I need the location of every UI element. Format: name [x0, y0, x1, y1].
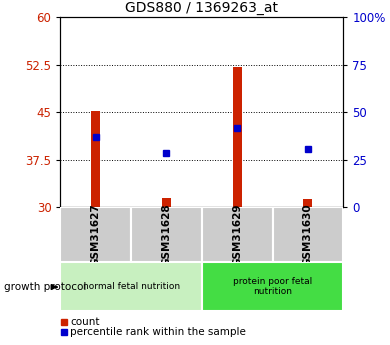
Bar [232, 67, 242, 207]
Text: growth protocol: growth protocol [4, 282, 86, 292]
Text: normal fetal nutrition: normal fetal nutrition [83, 282, 180, 291]
Text: count: count [70, 317, 100, 327]
Text: GSM31627: GSM31627 [91, 203, 101, 266]
Bar [273, 207, 343, 262]
Text: GSM31629: GSM31629 [232, 203, 242, 266]
Bar [162, 197, 171, 207]
Bar [91, 111, 100, 207]
Text: protein poor fetal
nutrition: protein poor fetal nutrition [233, 277, 312, 296]
Bar [303, 199, 312, 207]
Text: percentile rank within the sample: percentile rank within the sample [70, 327, 246, 337]
Text: GSM31630: GSM31630 [303, 203, 313, 266]
Bar [202, 262, 343, 310]
Bar [131, 207, 202, 262]
Bar [60, 262, 202, 310]
Bar [60, 207, 131, 262]
Bar [202, 207, 273, 262]
Title: GDS880 / 1369263_at: GDS880 / 1369263_at [125, 1, 278, 15]
Text: GSM31628: GSM31628 [161, 203, 172, 266]
